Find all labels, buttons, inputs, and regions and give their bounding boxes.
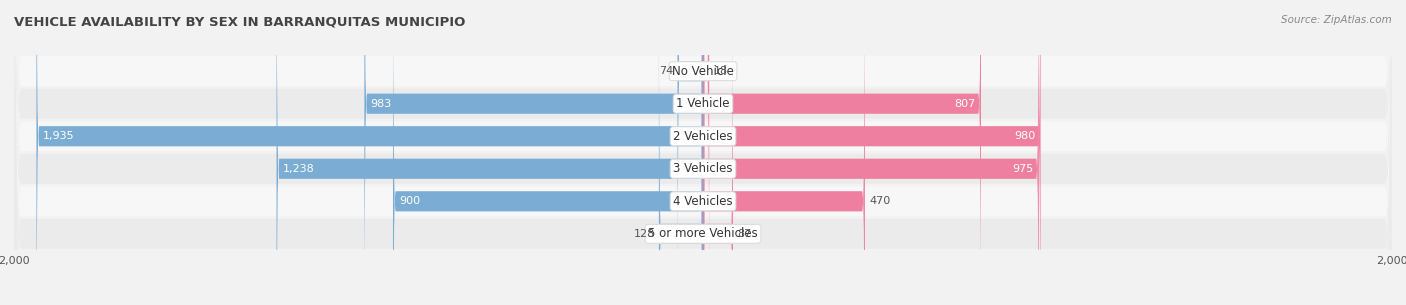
- Text: Source: ZipAtlas.com: Source: ZipAtlas.com: [1281, 15, 1392, 25]
- FancyBboxPatch shape: [14, 0, 1392, 305]
- Text: 1,935: 1,935: [42, 131, 75, 141]
- FancyBboxPatch shape: [703, 0, 733, 305]
- Text: 5 or more Vehicles: 5 or more Vehicles: [648, 227, 758, 240]
- FancyBboxPatch shape: [14, 0, 1392, 305]
- Text: 900: 900: [399, 196, 420, 206]
- FancyBboxPatch shape: [703, 0, 709, 305]
- Text: 1,238: 1,238: [283, 164, 315, 174]
- Text: 18: 18: [713, 66, 727, 76]
- Text: 2 Vehicles: 2 Vehicles: [673, 130, 733, 143]
- FancyBboxPatch shape: [14, 0, 1392, 305]
- FancyBboxPatch shape: [703, 0, 1040, 305]
- Text: 807: 807: [955, 99, 976, 109]
- FancyBboxPatch shape: [678, 0, 703, 305]
- FancyBboxPatch shape: [364, 0, 703, 305]
- Text: 980: 980: [1014, 131, 1035, 141]
- FancyBboxPatch shape: [14, 0, 1392, 305]
- Text: No Vehicle: No Vehicle: [672, 65, 734, 78]
- Text: 975: 975: [1012, 164, 1033, 174]
- Text: 983: 983: [371, 99, 392, 109]
- FancyBboxPatch shape: [703, 0, 1039, 305]
- Text: 3 Vehicles: 3 Vehicles: [673, 162, 733, 175]
- FancyBboxPatch shape: [392, 0, 703, 305]
- FancyBboxPatch shape: [37, 0, 703, 305]
- Text: 87: 87: [737, 229, 751, 239]
- FancyBboxPatch shape: [703, 0, 865, 305]
- Text: 4 Vehicles: 4 Vehicles: [673, 195, 733, 208]
- Text: 1 Vehicle: 1 Vehicle: [676, 97, 730, 110]
- FancyBboxPatch shape: [277, 0, 703, 305]
- Text: 470: 470: [869, 196, 890, 206]
- Text: 74: 74: [659, 66, 673, 76]
- Legend: Male, Female: Male, Female: [631, 303, 775, 305]
- Text: 128: 128: [634, 229, 655, 239]
- FancyBboxPatch shape: [14, 0, 1392, 305]
- FancyBboxPatch shape: [703, 0, 981, 305]
- FancyBboxPatch shape: [659, 0, 703, 305]
- Text: VEHICLE AVAILABILITY BY SEX IN BARRANQUITAS MUNICIPIO: VEHICLE AVAILABILITY BY SEX IN BARRANQUI…: [14, 15, 465, 28]
- FancyBboxPatch shape: [14, 0, 1392, 305]
